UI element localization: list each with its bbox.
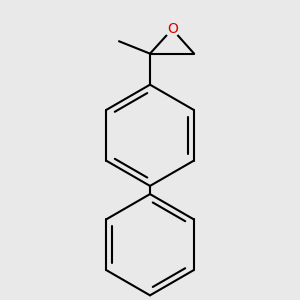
Text: O: O — [167, 22, 178, 36]
Circle shape — [165, 22, 179, 36]
